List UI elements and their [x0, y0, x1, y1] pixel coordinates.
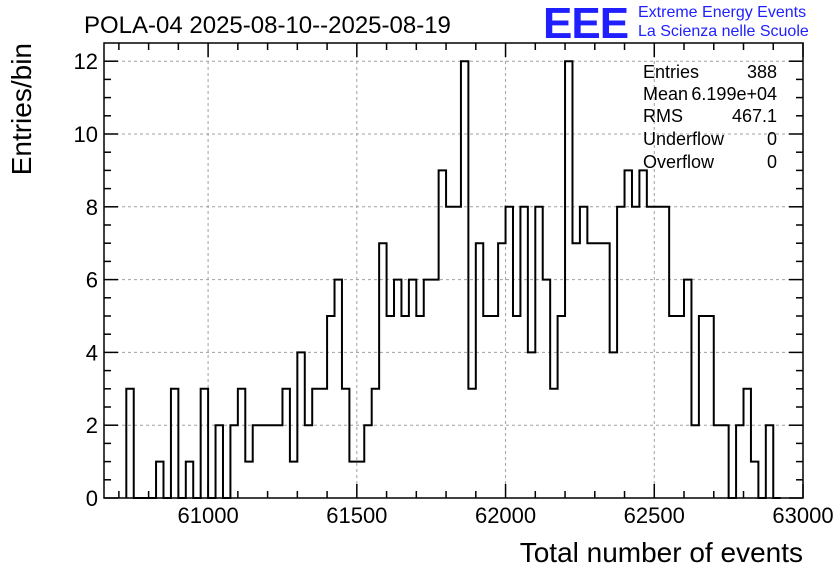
stats-overflow-label: Overflow [643, 152, 715, 172]
plot-frame [103, 42, 804, 499]
stats-entries-value: 388 [747, 62, 777, 82]
histogram-outline [125, 60, 781, 499]
stats-overflow-value: 0 [767, 152, 777, 172]
stats-rms-value: 467.1 [732, 106, 777, 126]
x-tick-label: 62000 [475, 503, 536, 528]
y-tick-label: 0 [86, 486, 98, 511]
eee-logo-text: Extreme Energy Events La Scienza nelle S… [638, 3, 809, 41]
eee-logo-line1: Extreme Energy Events [638, 4, 807, 21]
stats-underflow-label: Underflow [643, 129, 725, 149]
grid-lines [104, 43, 803, 498]
stats-entries-label: Entries [643, 62, 699, 82]
eee-logo-line2: La Scienza nelle Scuole [638, 23, 809, 40]
y-tick-label: 2 [86, 413, 98, 438]
y-tick-label: 4 [86, 340, 98, 365]
stats-mean-value: 6.199e+04 [691, 84, 777, 104]
stats-rms-label: RMS [643, 106, 683, 126]
y-axis-label: Entries/bin [6, 43, 37, 175]
x-tick-labels: 61000 61500 62000 62500 63000 [178, 503, 834, 528]
y-tick-labels: 0 2 4 6 8 10 12 [74, 49, 98, 511]
x-axis-label: Total number of events [520, 537, 803, 568]
stats-box: Entries 388 Mean 6.199e+04 RMS 467.1 Und… [643, 62, 777, 172]
y-tick-label: 8 [86, 195, 98, 220]
axis-ticks [104, 43, 804, 499]
stats-underflow-value: 0 [767, 129, 777, 149]
y-tick-label: 6 [86, 268, 98, 293]
x-tick-label: 61500 [326, 503, 387, 528]
y-tick-label: 10 [74, 122, 98, 147]
x-tick-label: 61000 [178, 503, 239, 528]
chart-title: POLA-04 2025-08-10--2025-08-19 [84, 12, 451, 39]
x-tick-label: 63000 [772, 503, 833, 528]
stats-mean-label: Mean [643, 84, 688, 104]
y-tick-label: 12 [74, 49, 98, 74]
x-tick-label: 62500 [624, 503, 685, 528]
eee-logo-mark: EEE [543, 0, 629, 48]
